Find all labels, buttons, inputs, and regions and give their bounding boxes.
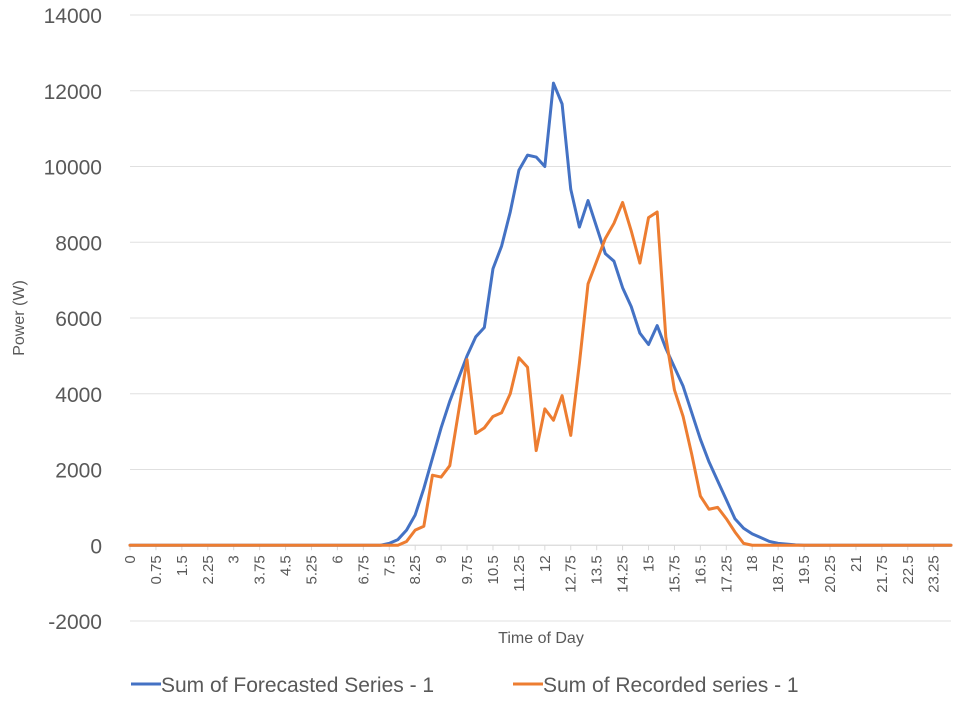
x-tick-label: 21 xyxy=(848,555,865,572)
grid xyxy=(130,14,951,622)
x-tick-label: 9.75 xyxy=(459,555,476,584)
y-tick-label: 2000 xyxy=(55,460,102,483)
x-tick-label: 8.25 xyxy=(407,555,424,584)
x-tick-label: 3 xyxy=(226,555,243,563)
x-tick-label: 11.25 xyxy=(511,555,528,591)
x-axis-title: Time of Day xyxy=(498,630,584,647)
y-axis-title: Power (W) xyxy=(11,280,28,356)
y-axis-ticks: 14000 12000 10000 8000 6000 4000 2000 0 -2000 xyxy=(44,5,102,634)
x-tick-label: 12.75 xyxy=(563,555,580,593)
series-line-forecasted xyxy=(128,81,953,547)
y-tick-label: 0 xyxy=(90,535,102,558)
legend-label: Sum of Forecasted Series - 1 xyxy=(161,674,434,697)
x-tick-label: 13.5 xyxy=(589,555,606,584)
x-tick-label: 14.25 xyxy=(615,555,632,593)
y-tick-label: 4000 xyxy=(55,384,102,407)
x-tick-label: 5.25 xyxy=(303,555,320,584)
x-tick-label: 4.5 xyxy=(278,555,295,576)
x-tick-label: 0.75 xyxy=(148,555,165,584)
y-tick-label: 14000 xyxy=(44,5,102,28)
legend-label: Sum of Recorded series - 1 xyxy=(543,674,799,697)
y-tick-label: 8000 xyxy=(55,232,102,255)
y-tick-label: 6000 xyxy=(55,308,102,331)
x-tick-label: 12 xyxy=(537,555,554,572)
y-tick-label: 10000 xyxy=(44,157,102,180)
x-tick-label: 15.75 xyxy=(666,555,683,593)
x-tick-label: 9 xyxy=(433,555,450,563)
legend: Sum of Forecasted Series - 1 Sum of Recor… xyxy=(131,674,799,697)
x-tick-label: 6.75 xyxy=(355,555,372,584)
x-tick-label: 1.5 xyxy=(174,555,191,576)
x-tick-label: 0 xyxy=(122,555,139,563)
series-lines xyxy=(128,81,953,547)
x-tick-label: 23.25 xyxy=(926,555,943,593)
x-tick-label: 16.5 xyxy=(692,555,709,584)
x-tick-label: 10.5 xyxy=(485,555,502,584)
series-line-recorded xyxy=(128,200,953,547)
y-tick-label: 12000 xyxy=(44,81,102,104)
x-tick-label: 20.25 xyxy=(822,555,839,593)
x-tick-label: 15 xyxy=(641,555,658,572)
x-tick-label: 2.25 xyxy=(200,555,217,584)
x-tick-label: 21.75 xyxy=(874,555,891,593)
x-tick-label: 17.25 xyxy=(718,555,735,593)
x-tick-label: 7.5 xyxy=(381,555,398,576)
x-tick-label: 6 xyxy=(329,555,346,563)
x-tick-label: 3.75 xyxy=(252,555,269,584)
x-axis-ticks: 0 0.75 1.5 2.25 3 3.75 4.5 5.25 6 6.75 7.5 8.25 9 9.7… xyxy=(122,545,943,593)
x-tick-label: 22.5 xyxy=(900,555,917,584)
y-tick-label: -2000 xyxy=(48,611,102,634)
x-tick-label: 19.5 xyxy=(796,555,813,584)
x-tick-label: 18.75 xyxy=(770,555,787,593)
x-tick-label: 18 xyxy=(744,555,761,572)
